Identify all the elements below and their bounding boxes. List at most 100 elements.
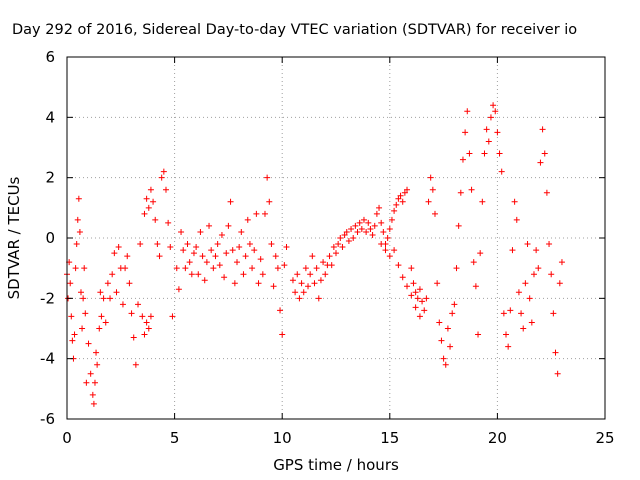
data-point	[543, 189, 550, 196]
data-point	[81, 265, 88, 272]
data-point	[274, 265, 281, 272]
data-point	[87, 370, 94, 377]
data-point	[272, 253, 279, 260]
data-point	[498, 168, 505, 175]
x-tick-label: 25	[595, 429, 614, 447]
data-point	[399, 274, 406, 281]
data-point	[481, 150, 488, 157]
x-tick-label: 15	[380, 429, 399, 447]
data-point	[436, 319, 443, 326]
data-point	[85, 340, 92, 347]
data-point	[281, 262, 288, 269]
data-point	[335, 241, 342, 248]
data-point	[210, 265, 217, 272]
data-point	[98, 313, 105, 320]
data-point	[333, 250, 339, 257]
data-point	[167, 244, 174, 251]
axis-ticks: 0 5 10 15 20 25 -6 -4 -2 0 2 4 6	[40, 48, 615, 447]
data-point	[535, 265, 542, 272]
data-point	[197, 228, 204, 235]
data-point	[511, 198, 518, 205]
data-point	[455, 222, 462, 229]
data-point	[145, 325, 152, 332]
data-point	[449, 310, 456, 317]
data-point	[408, 265, 415, 272]
data-point	[206, 222, 213, 229]
data-point	[154, 241, 161, 248]
data-point	[496, 150, 503, 157]
data-point	[505, 343, 512, 350]
data-point	[330, 244, 337, 251]
data-point	[393, 201, 400, 208]
data-point	[111, 250, 118, 257]
data-point	[165, 219, 172, 226]
data-point	[391, 207, 398, 214]
data-point	[354, 228, 361, 235]
data-point	[119, 301, 126, 308]
data-point	[548, 271, 555, 278]
data-point	[421, 307, 428, 314]
data-point	[429, 186, 436, 193]
data-point	[541, 150, 548, 157]
data-point	[416, 313, 423, 320]
data-point	[214, 241, 221, 248]
data-point	[386, 225, 393, 232]
data-point	[184, 241, 191, 248]
data-point	[464, 108, 471, 115]
data-point	[397, 192, 404, 199]
data-point	[386, 253, 393, 260]
data-point	[292, 289, 299, 296]
data-point	[399, 198, 406, 205]
data-point	[83, 379, 90, 386]
data-point	[507, 307, 514, 314]
data-point	[238, 228, 245, 235]
data-point	[552, 349, 559, 356]
data-point	[384, 235, 391, 241]
data-point	[296, 295, 303, 302]
data-point	[115, 244, 122, 251]
data-point	[376, 204, 383, 211]
data-point	[96, 325, 103, 332]
data-point	[122, 265, 129, 272]
data-point	[328, 262, 335, 269]
data-point	[175, 286, 182, 293]
data-point	[378, 219, 385, 226]
data-point	[518, 310, 525, 317]
data-point	[139, 313, 146, 320]
data-point	[249, 265, 256, 272]
data-point	[69, 337, 76, 344]
data-point	[261, 210, 268, 217]
data-point	[404, 283, 411, 290]
data-point	[283, 244, 290, 251]
data-point	[487, 114, 494, 121]
data-point	[72, 265, 79, 272]
data-point	[193, 244, 200, 251]
data-point	[459, 156, 466, 163]
y-tick-label: 2	[45, 169, 55, 187]
y-tick-label: -6	[40, 410, 55, 428]
data-point	[550, 310, 557, 317]
data-point	[388, 216, 395, 223]
data-point	[526, 295, 533, 302]
data-point	[229, 247, 236, 254]
data-point	[360, 216, 367, 223]
y-tick-label: 4	[45, 108, 55, 126]
data-point	[483, 126, 490, 133]
data-point	[76, 228, 83, 235]
data-point	[539, 126, 546, 133]
data-point	[391, 247, 398, 254]
data-point	[339, 244, 346, 251]
data-point	[373, 210, 380, 217]
data-point	[401, 189, 408, 196]
data-point	[313, 265, 320, 272]
data-point	[462, 129, 469, 136]
data-point	[100, 295, 107, 302]
data-point	[188, 271, 195, 278]
data-point	[132, 361, 139, 368]
y-tick-label: 6	[45, 48, 55, 66]
data-point	[231, 280, 238, 287]
data-point	[515, 289, 522, 296]
data-point	[302, 265, 309, 272]
data-point	[315, 295, 322, 302]
data-point	[537, 159, 544, 166]
